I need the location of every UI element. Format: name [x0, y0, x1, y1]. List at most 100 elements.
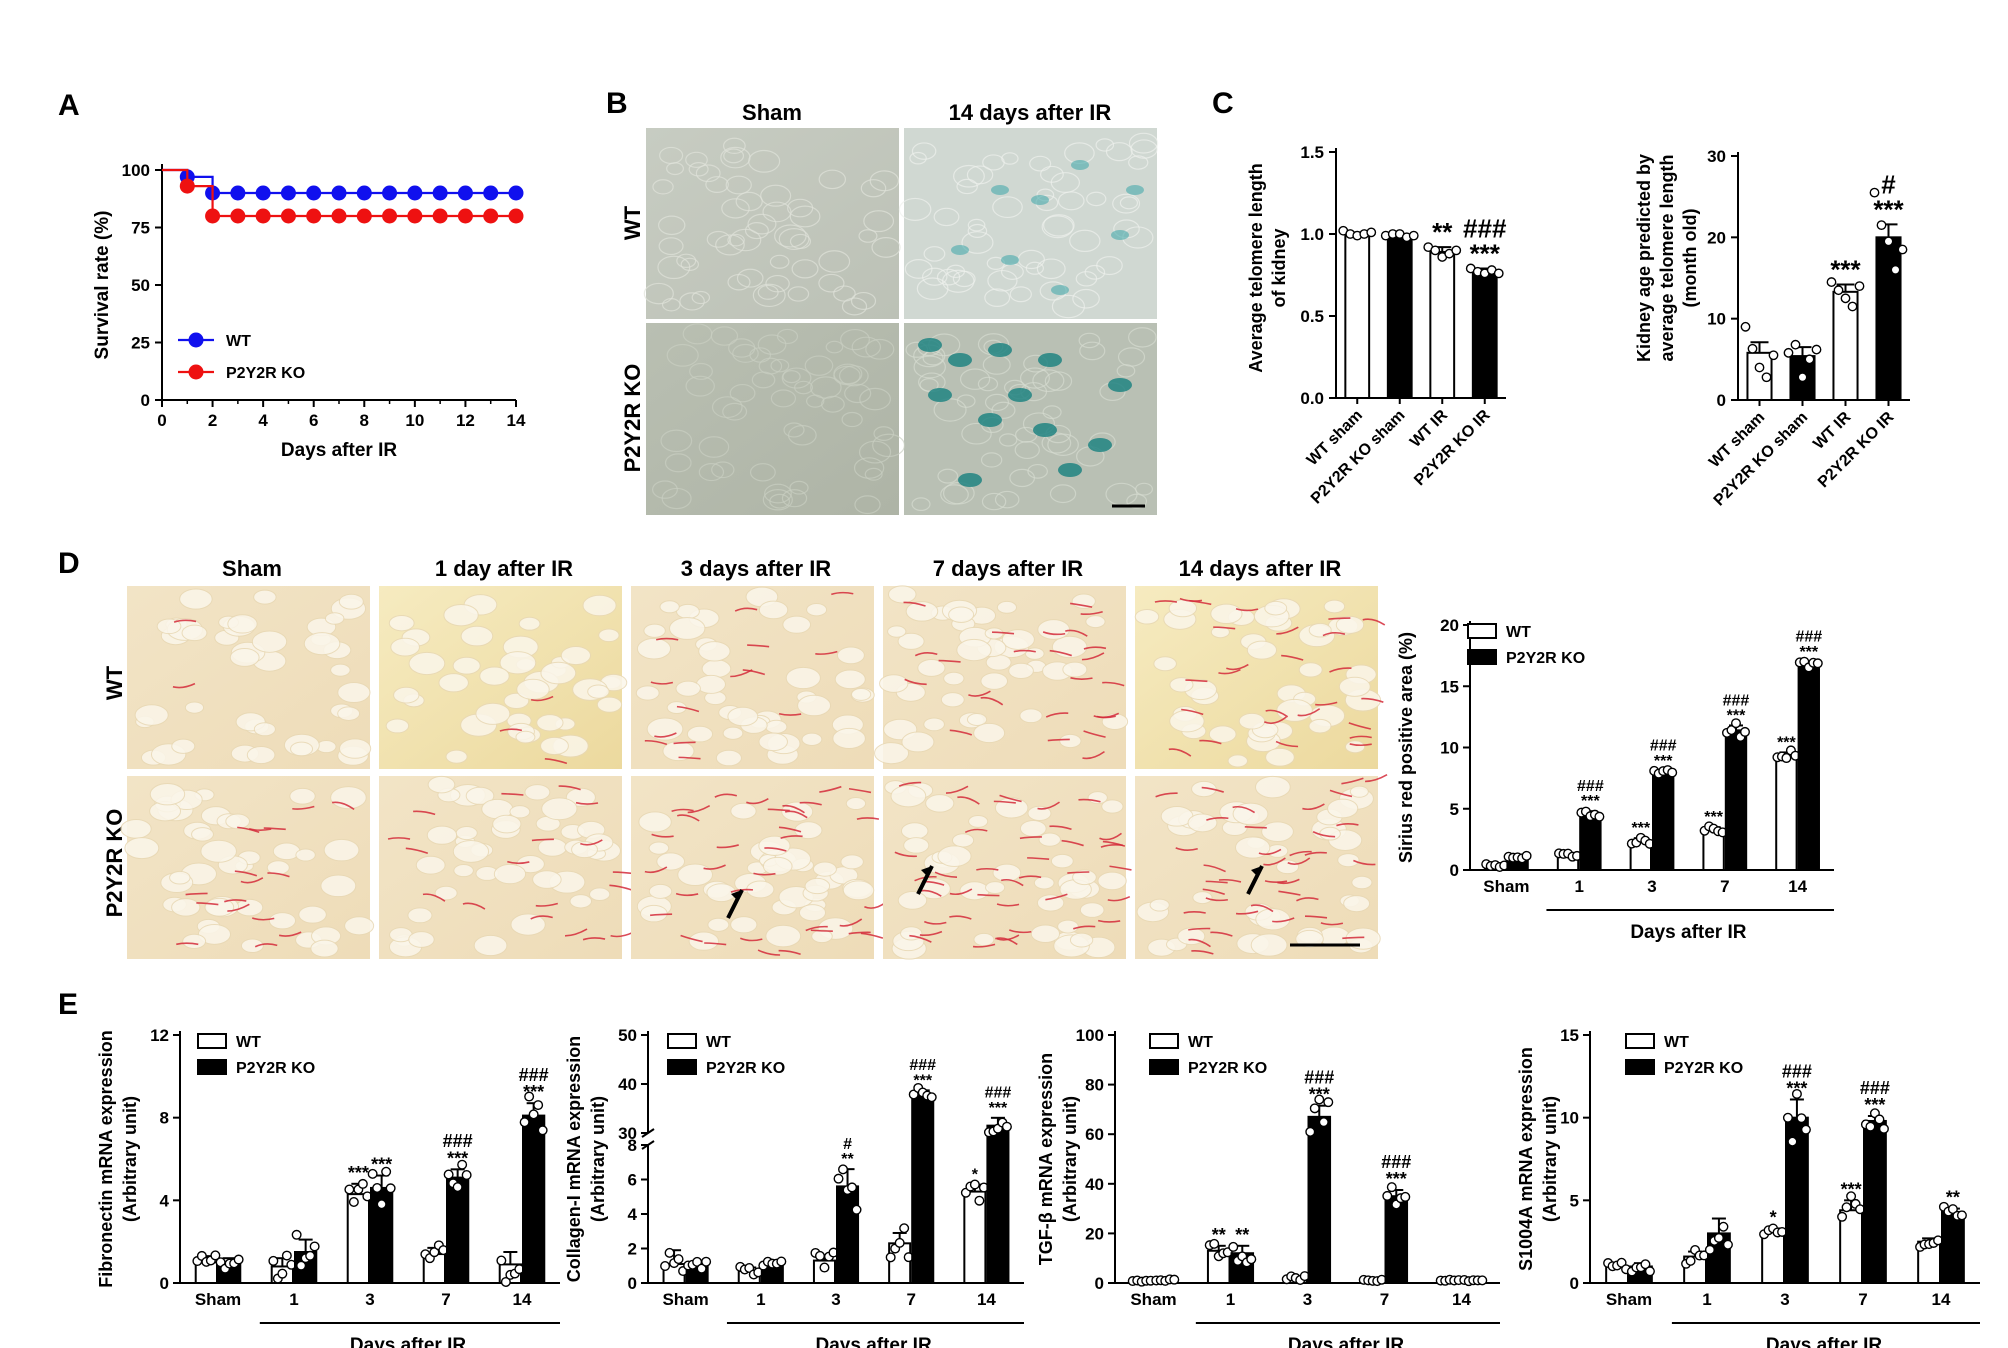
data-point — [1768, 350, 1779, 361]
tubule-outline — [853, 457, 885, 479]
tubule-outline — [730, 802, 757, 820]
significance-1: *** — [1727, 707, 1746, 724]
tubule-outline — [1041, 215, 1074, 239]
collagen-fiber — [1107, 895, 1131, 902]
tubule-outline — [841, 297, 868, 316]
tubule-outline — [1095, 138, 1115, 152]
panel-d-row-header-wt: WT — [102, 665, 127, 700]
collagen-fiber — [1188, 938, 1211, 948]
tubule-outline — [1041, 432, 1072, 454]
tubule-outline — [499, 651, 537, 675]
tubule-outline — [1097, 871, 1127, 891]
x-category-label: P2Y2R KO IR — [1411, 406, 1494, 489]
tubule-outline — [666, 343, 699, 367]
tubule-outline — [662, 740, 695, 762]
arrow-head — [731, 890, 742, 901]
x-category-label: Sham — [662, 1290, 708, 1309]
collagen-fiber — [1264, 880, 1288, 884]
tubule-outline — [887, 585, 917, 604]
tubule-outline — [569, 894, 593, 909]
collagen-fiber — [1073, 925, 1096, 930]
y-axis-label: Fibronectin mRNA expression — [96, 1030, 116, 1287]
collagen-fiber — [1329, 667, 1352, 673]
tubule-outline — [769, 493, 791, 509]
data-point — [1791, 1088, 1802, 1099]
tubule-outline — [289, 787, 316, 805]
tubule-outline — [1030, 924, 1061, 943]
y-axis-label: (Arbitrary unit) — [588, 1096, 608, 1222]
collagen-fiber — [714, 793, 738, 798]
data-point — [1246, 1254, 1257, 1265]
tubule-outline — [1105, 142, 1133, 162]
data-point — [1382, 1190, 1393, 1201]
tubule-outline — [323, 838, 360, 862]
collagen-fiber — [1061, 839, 1084, 847]
y-tick-label: 20 — [1085, 1224, 1104, 1243]
x-category-label: 1 — [1702, 1290, 1711, 1309]
y-tick-label: 100 — [122, 161, 150, 180]
legend-marker — [188, 332, 204, 348]
collagen-fiber — [903, 601, 926, 607]
x-tick-label: 6 — [309, 411, 318, 430]
y-tick-label: 4 — [628, 1205, 638, 1224]
collagen-fiber — [675, 892, 699, 897]
tubule-outline — [707, 917, 730, 932]
data-point — [1781, 753, 1792, 764]
collagen-fiber — [278, 931, 302, 937]
tubule-outline — [388, 614, 415, 632]
significance-0: *** — [1830, 255, 1861, 285]
tubule-outline — [636, 637, 672, 660]
significance-1: *** — [1470, 238, 1501, 268]
collagen-fiber — [650, 913, 673, 917]
collagen-fiber — [1199, 739, 1222, 745]
data-point — [1783, 347, 1794, 358]
collagen-fiber — [805, 925, 828, 932]
tubule-outline — [787, 425, 817, 446]
legend-swatch — [1625, 1033, 1655, 1049]
tubule-outline — [407, 907, 433, 924]
tubule-outline — [582, 594, 617, 617]
tubule-outline — [729, 228, 762, 252]
collagen-fiber — [1205, 880, 1228, 884]
data-point — [1366, 227, 1377, 238]
x-category-label: 7 — [1720, 877, 1729, 896]
data-point — [528, 1109, 539, 1120]
tubule-outline — [940, 692, 965, 708]
tubule-outline — [685, 375, 715, 397]
panel-b-col-header-14d: 14 days after IR — [949, 100, 1112, 125]
tubule-outline — [225, 813, 251, 830]
y-tick-label: 0 — [628, 1274, 637, 1293]
collagen-fiber — [1019, 836, 1042, 840]
tubule-outline — [680, 257, 700, 271]
collagen-fiber — [1065, 629, 1088, 637]
data-point — [819, 1262, 830, 1273]
collagen-fiber — [1018, 875, 1042, 879]
significance-0: # — [1881, 170, 1896, 200]
tubule-outline — [1246, 640, 1278, 660]
survival-point — [306, 208, 322, 224]
survival-point — [457, 208, 473, 224]
tubule-outline — [840, 854, 864, 870]
collagen-fiber — [1049, 825, 1072, 830]
data-point — [1169, 1274, 1180, 1285]
tubule-outline — [648, 883, 673, 899]
tubule-outline — [532, 870, 562, 889]
significance-0: *** — [1704, 809, 1723, 826]
legend-label: P2Y2R KO — [1188, 1060, 1267, 1077]
bar-3 — [1875, 236, 1902, 401]
tubule-outline — [890, 784, 927, 808]
tubule-outline — [789, 480, 809, 495]
collagen-fiber — [1082, 750, 1105, 760]
tubule-outline — [980, 452, 1003, 468]
x-category-label: 14 — [1932, 1290, 1951, 1309]
data-point — [524, 1091, 535, 1102]
y-tick-label: 0 — [1717, 391, 1726, 410]
tubule-outline — [540, 736, 569, 756]
data-point — [1722, 1239, 1733, 1250]
x-category-label: 7 — [1380, 1290, 1389, 1309]
tubule-outline — [905, 601, 939, 622]
tubule-outline — [980, 672, 1009, 690]
collagen-fiber — [678, 756, 701, 760]
micrograph-b-ko-sham — [646, 323, 899, 515]
tubule-outline — [1128, 155, 1149, 170]
